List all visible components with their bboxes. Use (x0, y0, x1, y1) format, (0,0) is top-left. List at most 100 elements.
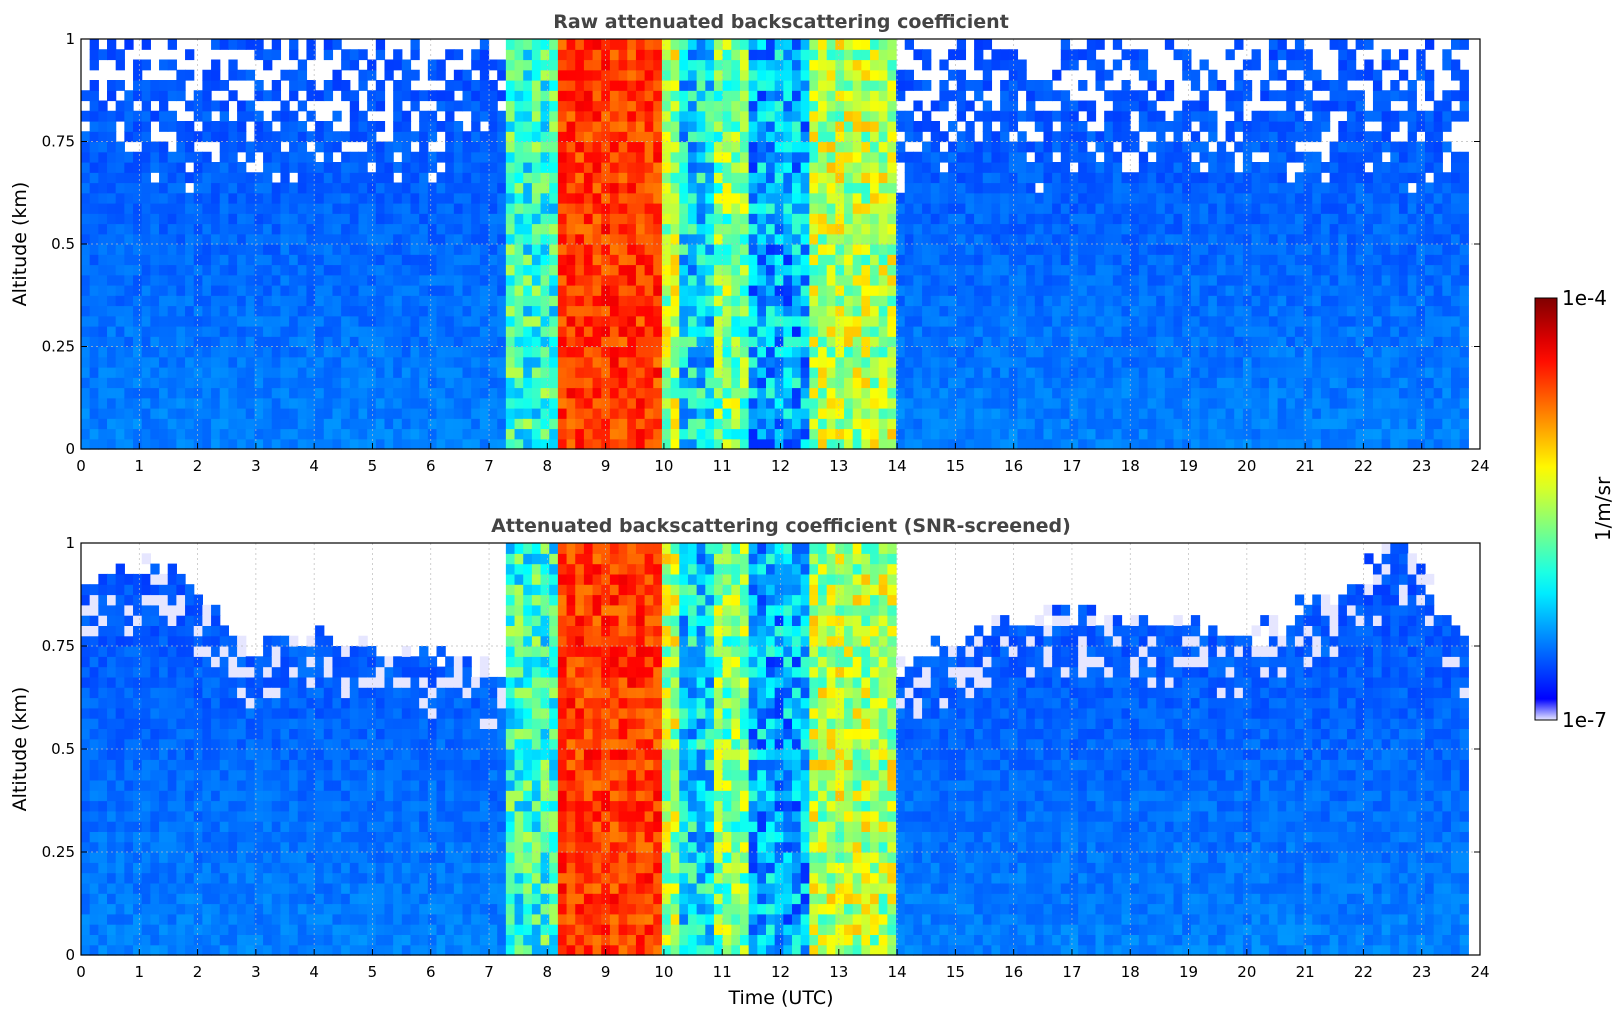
heatmap-cell (670, 80, 680, 91)
heatmap-cell (549, 131, 559, 143)
heatmap-cell (462, 367, 472, 378)
heatmap-cell (1043, 305, 1053, 317)
heatmap-cell (870, 162, 880, 173)
heatmap-cell (1086, 336, 1097, 348)
heatmap-cell (202, 244, 212, 255)
heatmap-cell (1112, 100, 1123, 112)
heatmap-cell (618, 438, 628, 450)
heatmap-cell (479, 387, 490, 399)
heatmap-cell (1251, 428, 1261, 440)
heatmap-cell (514, 233, 524, 245)
heatmap-cell (557, 151, 568, 163)
heatmap-cell (1000, 203, 1010, 214)
heatmap-cell (670, 59, 680, 71)
heatmap-cell (722, 131, 732, 143)
heatmap-cell (141, 100, 151, 112)
heatmap-cell (661, 408, 672, 419)
heatmap-cell (835, 141, 845, 153)
heatmap-cell (870, 233, 880, 245)
heatmap-cell (748, 295, 758, 307)
heatmap-cell (644, 162, 654, 173)
heatmap-cell (1173, 203, 1183, 214)
heatmap-cell (176, 121, 186, 132)
heatmap-cell (904, 305, 914, 317)
heatmap-cell (731, 182, 741, 194)
heatmap-cell (393, 387, 403, 399)
heatmap-cell (722, 295, 732, 307)
heatmap-cell (367, 233, 377, 245)
heatmap-cell (783, 141, 793, 153)
heatmap-cell (445, 387, 455, 399)
heatmap-cell (687, 346, 698, 358)
heatmap-cell (913, 336, 923, 348)
heatmap-cell (635, 69, 646, 81)
heatmap-cell (1147, 356, 1157, 368)
heatmap-cell (124, 367, 134, 378)
heatmap-cell (644, 69, 654, 81)
heatmap-cell (453, 162, 464, 173)
heatmap-cell (592, 100, 602, 112)
heatmap-cell (1182, 356, 1192, 368)
heatmap-cell (540, 326, 550, 337)
heatmap-cell (185, 387, 195, 399)
heatmap-cell (176, 346, 186, 358)
heatmap-cell (263, 408, 273, 419)
heatmap-cell (739, 264, 750, 276)
heatmap-cell (757, 213, 767, 225)
heatmap-cell (609, 110, 620, 122)
heatmap-cell (410, 428, 420, 440)
heatmap-cell (462, 346, 472, 358)
heatmap-cell (1147, 121, 1157, 132)
heatmap-cell (592, 408, 602, 419)
heatmap-cell (852, 397, 862, 409)
heatmap-cell (1104, 141, 1114, 153)
heatmap-cell (783, 131, 793, 143)
heatmap-cell (479, 438, 490, 450)
heatmap-cell (1225, 336, 1235, 348)
heatmap-cell (1138, 213, 1149, 225)
heatmap-cell (731, 264, 741, 276)
heatmap-cell (254, 367, 264, 378)
heatmap-cell (1060, 305, 1071, 317)
heatmap-cell (766, 131, 776, 143)
heatmap-cell (1225, 151, 1235, 163)
heatmap-cell (766, 274, 776, 286)
heatmap-cell (1112, 254, 1123, 266)
heatmap-cell (922, 326, 932, 337)
heatmap-cell (393, 274, 403, 286)
heatmap-cell (661, 141, 672, 153)
heatmap-cell (1199, 418, 1209, 430)
heatmap-cell (627, 346, 637, 358)
heatmap-cell (705, 377, 715, 389)
heatmap-cell (1225, 223, 1235, 235)
heatmap-cell (1052, 346, 1062, 358)
heatmap-cell (739, 295, 750, 307)
heatmap-cell (948, 192, 958, 204)
heatmap-cell (757, 80, 767, 91)
heatmap-cell (739, 397, 750, 409)
heatmap-cell (583, 90, 594, 102)
heatmap-cell (818, 131, 828, 143)
heatmap-cell (852, 110, 862, 122)
heatmap-cell (358, 397, 368, 409)
heatmap-cell (974, 367, 984, 378)
heatmap-cell (982, 213, 993, 225)
heatmap-cell (297, 387, 308, 399)
heatmap-cell (367, 59, 377, 71)
heatmap-cell (679, 428, 689, 440)
heatmap-cell (124, 233, 134, 245)
heatmap-cell (722, 418, 732, 430)
heatmap-cell (341, 315, 351, 327)
heatmap-cell (575, 141, 585, 153)
heatmap-cell (1251, 110, 1261, 122)
heatmap-cell (436, 172, 446, 184)
heatmap-cell (922, 285, 932, 296)
heatmap-cell (1130, 326, 1140, 337)
heatmap-cell (1147, 69, 1157, 81)
heatmap-cell (202, 387, 212, 399)
heatmap-cell (939, 90, 949, 102)
heatmap-cell (774, 223, 784, 235)
heatmap-cell (1234, 326, 1244, 337)
heatmap-cell (618, 274, 628, 286)
heatmap-cell (523, 131, 533, 143)
